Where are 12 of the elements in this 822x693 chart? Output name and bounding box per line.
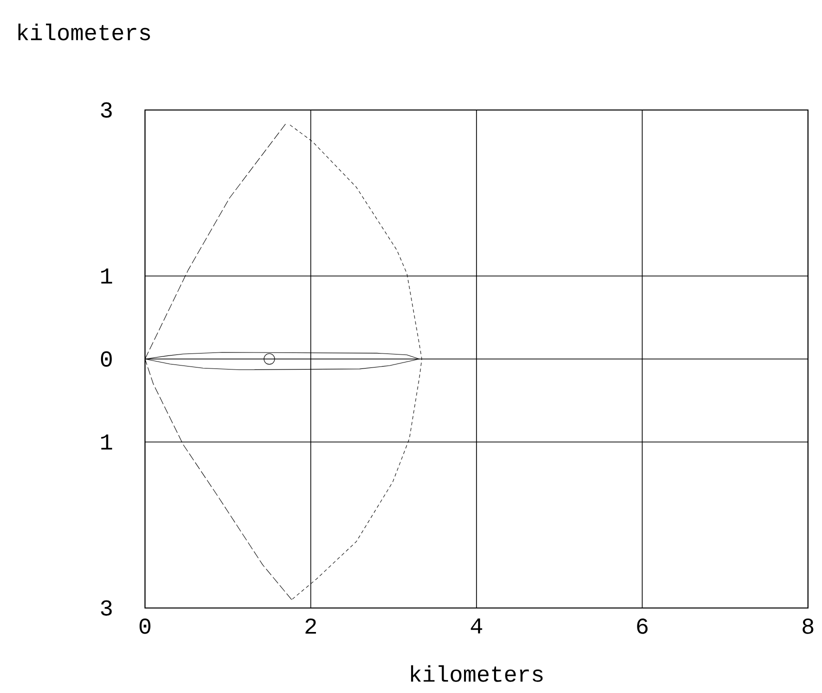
y-tick-label: 3 <box>101 102 112 118</box>
x-tick-label: 6 <box>637 618 648 634</box>
x-tick-label: 0 <box>140 618 150 634</box>
y-tick-label: 1 <box>101 434 112 450</box>
x-tick-label: 2 <box>306 618 316 634</box>
y-axis-title: kilometers <box>18 24 150 40</box>
x-tick-label: 4 <box>470 618 482 634</box>
x-axis-title: kilometers <box>411 665 543 682</box>
x-tick-label: 8 <box>802 618 814 634</box>
y-tick-label: 1 <box>101 268 112 284</box>
y-tick-label: 3 <box>101 600 112 616</box>
y-tick-label: 0 <box>100 351 112 367</box>
